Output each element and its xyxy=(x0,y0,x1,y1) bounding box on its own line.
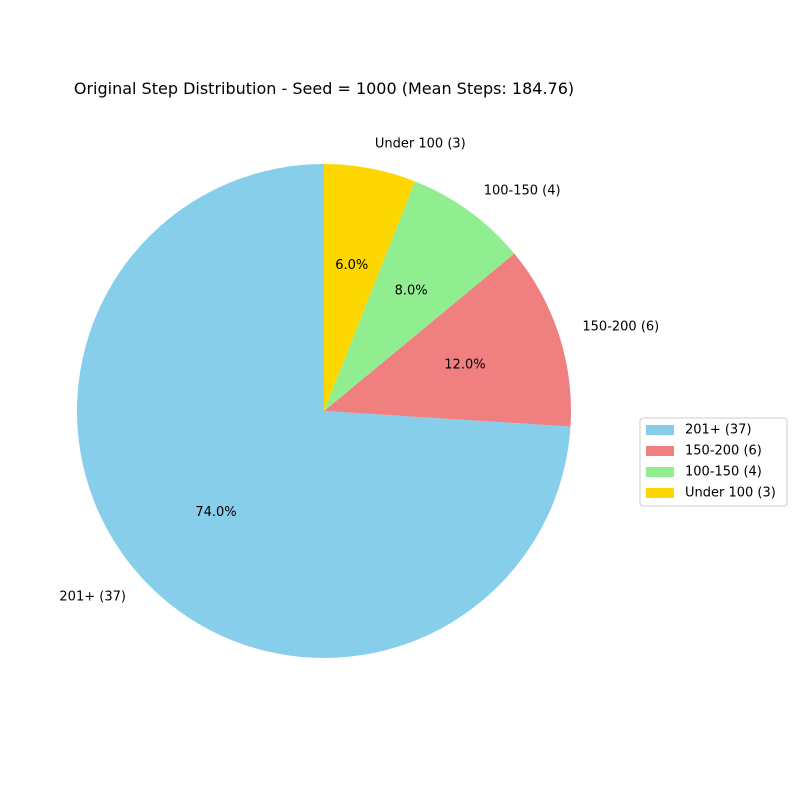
pie-slice xyxy=(324,181,515,411)
pie-slice xyxy=(324,164,415,411)
legend-box xyxy=(639,417,788,507)
slice-label: 150-200 (6) xyxy=(582,320,659,335)
percent-labels: 74.0% 12.0% 8.0% 6.0% xyxy=(195,258,485,520)
legend-swatch xyxy=(646,425,674,435)
percent-label: 8.0% xyxy=(395,284,428,299)
chart-title: Original Step Distribution - Seed = 1000… xyxy=(74,79,574,98)
percent-label: 6.0% xyxy=(335,258,368,273)
slice-label: 201+ (37) xyxy=(59,589,126,604)
pie-slices xyxy=(76,164,571,658)
legend-swatch xyxy=(646,467,674,477)
legend-label: 201+ (37) xyxy=(685,423,752,438)
slice-labels: 201+ (37) 150-200 (6) 100-150 (4) Under 100… xyxy=(59,137,659,605)
legend-label: 150-200 (6) xyxy=(685,444,762,459)
slice-label: 100-150 (4) xyxy=(484,184,561,199)
percent-label: 74.0% xyxy=(195,505,236,520)
legend-swatch xyxy=(646,446,674,456)
legend-label: 100-150 (4) xyxy=(685,465,762,480)
legend: 201+ (37) 150-200 (6) 100-150 (4) Under 100… xyxy=(639,417,788,507)
percent-label: 12.0% xyxy=(444,358,485,373)
pie-slice xyxy=(76,164,571,658)
legend-label: Under 100 (3) xyxy=(685,486,776,501)
slice-label: Under 100 (3) xyxy=(375,137,466,152)
pie-slice xyxy=(324,253,571,427)
legend-swatch xyxy=(646,488,674,498)
